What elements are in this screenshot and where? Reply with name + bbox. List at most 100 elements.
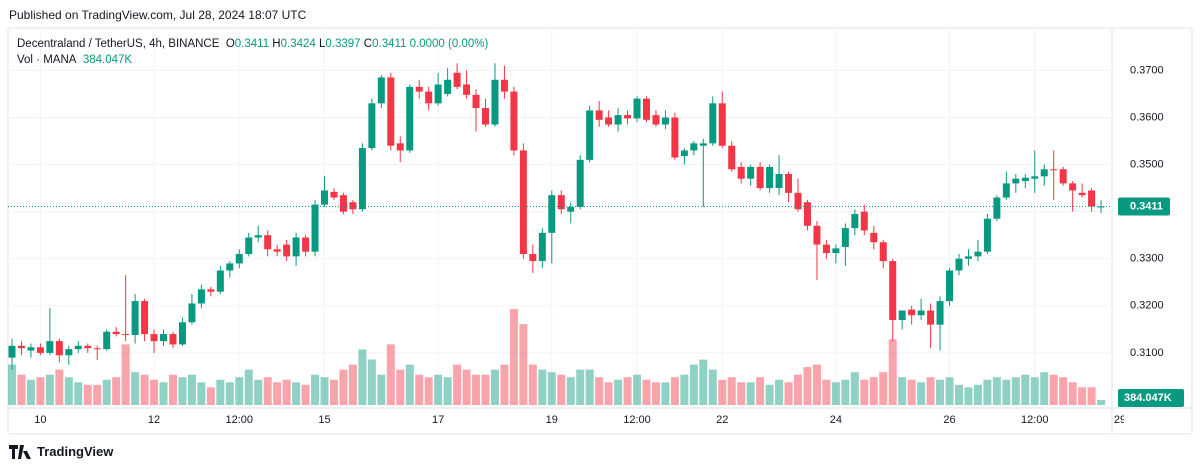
candle-body bbox=[235, 254, 243, 264]
volume-bar bbox=[841, 379, 850, 405]
candle-body bbox=[472, 94, 480, 109]
frame bbox=[7, 27, 1193, 435]
volume-title: Vol · MANA bbox=[17, 54, 77, 66]
grid bbox=[8, 28, 1112, 408]
price-badge bbox=[1118, 197, 1170, 216]
volume-bar bbox=[386, 344, 395, 405]
volume-bar bbox=[898, 377, 907, 405]
logo bbox=[9, 444, 31, 459]
volume-bar bbox=[604, 382, 613, 405]
volume-bar bbox=[670, 377, 679, 405]
volume-bar bbox=[642, 379, 651, 405]
y-tick-label: 0.3200 bbox=[1130, 300, 1164, 312]
candle-body bbox=[1069, 183, 1077, 191]
candle-body bbox=[500, 79, 508, 92]
candle-body bbox=[624, 115, 632, 119]
candle-body bbox=[841, 228, 849, 247]
candle-body bbox=[339, 195, 347, 212]
volume-bar bbox=[955, 384, 963, 405]
candle-body bbox=[1040, 169, 1048, 177]
candle-body bbox=[178, 322, 186, 345]
published-note: Published on TradingView.com, Jul 28, 20… bbox=[9, 8, 307, 22]
candle-body bbox=[927, 310, 935, 325]
candle-body bbox=[254, 235, 262, 238]
y-tick-label: 0.3600 bbox=[1130, 111, 1164, 123]
candle-body bbox=[131, 301, 139, 336]
candle-body bbox=[917, 310, 925, 316]
volume-bar bbox=[1040, 372, 1049, 405]
volume-bar bbox=[869, 377, 878, 405]
candle-body bbox=[851, 213, 859, 229]
volume-bar bbox=[140, 374, 149, 405]
volume-bar bbox=[1002, 379, 1011, 405]
ohlc-letter: O bbox=[225, 38, 235, 50]
candle-body bbox=[794, 192, 802, 210]
volume-bar bbox=[831, 382, 840, 405]
candle-body bbox=[434, 84, 442, 104]
ohlc-letter: L bbox=[319, 38, 326, 50]
volume-bar bbox=[64, 377, 73, 405]
volume-bar bbox=[1049, 374, 1058, 405]
candle-body bbox=[264, 235, 272, 250]
candle-body bbox=[36, 347, 44, 353]
volume-bar bbox=[168, 374, 177, 405]
volume-bar bbox=[472, 374, 481, 405]
candle-body bbox=[245, 237, 253, 255]
candle-body bbox=[652, 115, 660, 125]
candle-body bbox=[93, 348, 101, 350]
volume-bar bbox=[1021, 374, 1030, 405]
candle-body bbox=[17, 345, 25, 349]
volume-bar bbox=[1030, 377, 1039, 405]
volume-bar bbox=[547, 372, 556, 405]
volume-bar bbox=[509, 309, 518, 405]
ohlc-letter: C bbox=[363, 38, 373, 50]
volume-bar bbox=[216, 379, 225, 405]
candle-body bbox=[406, 86, 414, 151]
candle-body bbox=[832, 248, 840, 254]
volume-bar bbox=[699, 359, 708, 405]
volume-bar bbox=[1059, 377, 1068, 405]
volume-bar bbox=[983, 379, 992, 405]
candle-body bbox=[548, 195, 556, 233]
candle-body bbox=[377, 77, 385, 104]
candle-body bbox=[160, 334, 168, 342]
volume-bar bbox=[396, 369, 405, 405]
volume-bar bbox=[500, 364, 509, 405]
volume-bar bbox=[576, 369, 585, 405]
candle-body bbox=[633, 98, 641, 119]
volume-bar bbox=[320, 377, 329, 405]
volume-bar bbox=[235, 377, 244, 405]
volume-bar bbox=[964, 387, 973, 405]
x-tick-label: 19 bbox=[546, 414, 558, 426]
candle-body bbox=[188, 303, 196, 323]
candle-body bbox=[974, 251, 982, 257]
x-tick-label: 12:00 bbox=[226, 414, 254, 426]
x-tick-label: 26 bbox=[943, 414, 955, 426]
volume-bar bbox=[538, 369, 547, 405]
volume-bar bbox=[93, 384, 102, 405]
volume-bar bbox=[311, 374, 320, 405]
y-tick-label: 0.3700 bbox=[1130, 64, 1164, 76]
candle-body bbox=[84, 345, 92, 349]
candle-body bbox=[358, 148, 366, 210]
candle-body bbox=[737, 166, 745, 179]
x-tick-label: 22 bbox=[716, 414, 728, 426]
volume-bar bbox=[585, 369, 594, 405]
volume-bar bbox=[415, 374, 424, 405]
candle-body bbox=[491, 79, 499, 125]
candle-body bbox=[415, 86, 423, 92]
volume-bar bbox=[850, 372, 859, 405]
volume-bar bbox=[301, 384, 310, 405]
volume-bar bbox=[197, 382, 206, 405]
candle-body bbox=[813, 225, 821, 245]
x-tick-label: 12 bbox=[148, 414, 160, 426]
volume-bar bbox=[74, 382, 83, 405]
candle-body bbox=[898, 310, 906, 320]
volume-bar bbox=[244, 369, 253, 405]
volume-bar bbox=[273, 382, 282, 405]
candle-body bbox=[27, 347, 35, 351]
candle-body bbox=[1002, 183, 1010, 198]
volume-bar bbox=[614, 379, 623, 405]
candle-body bbox=[74, 345, 82, 350]
